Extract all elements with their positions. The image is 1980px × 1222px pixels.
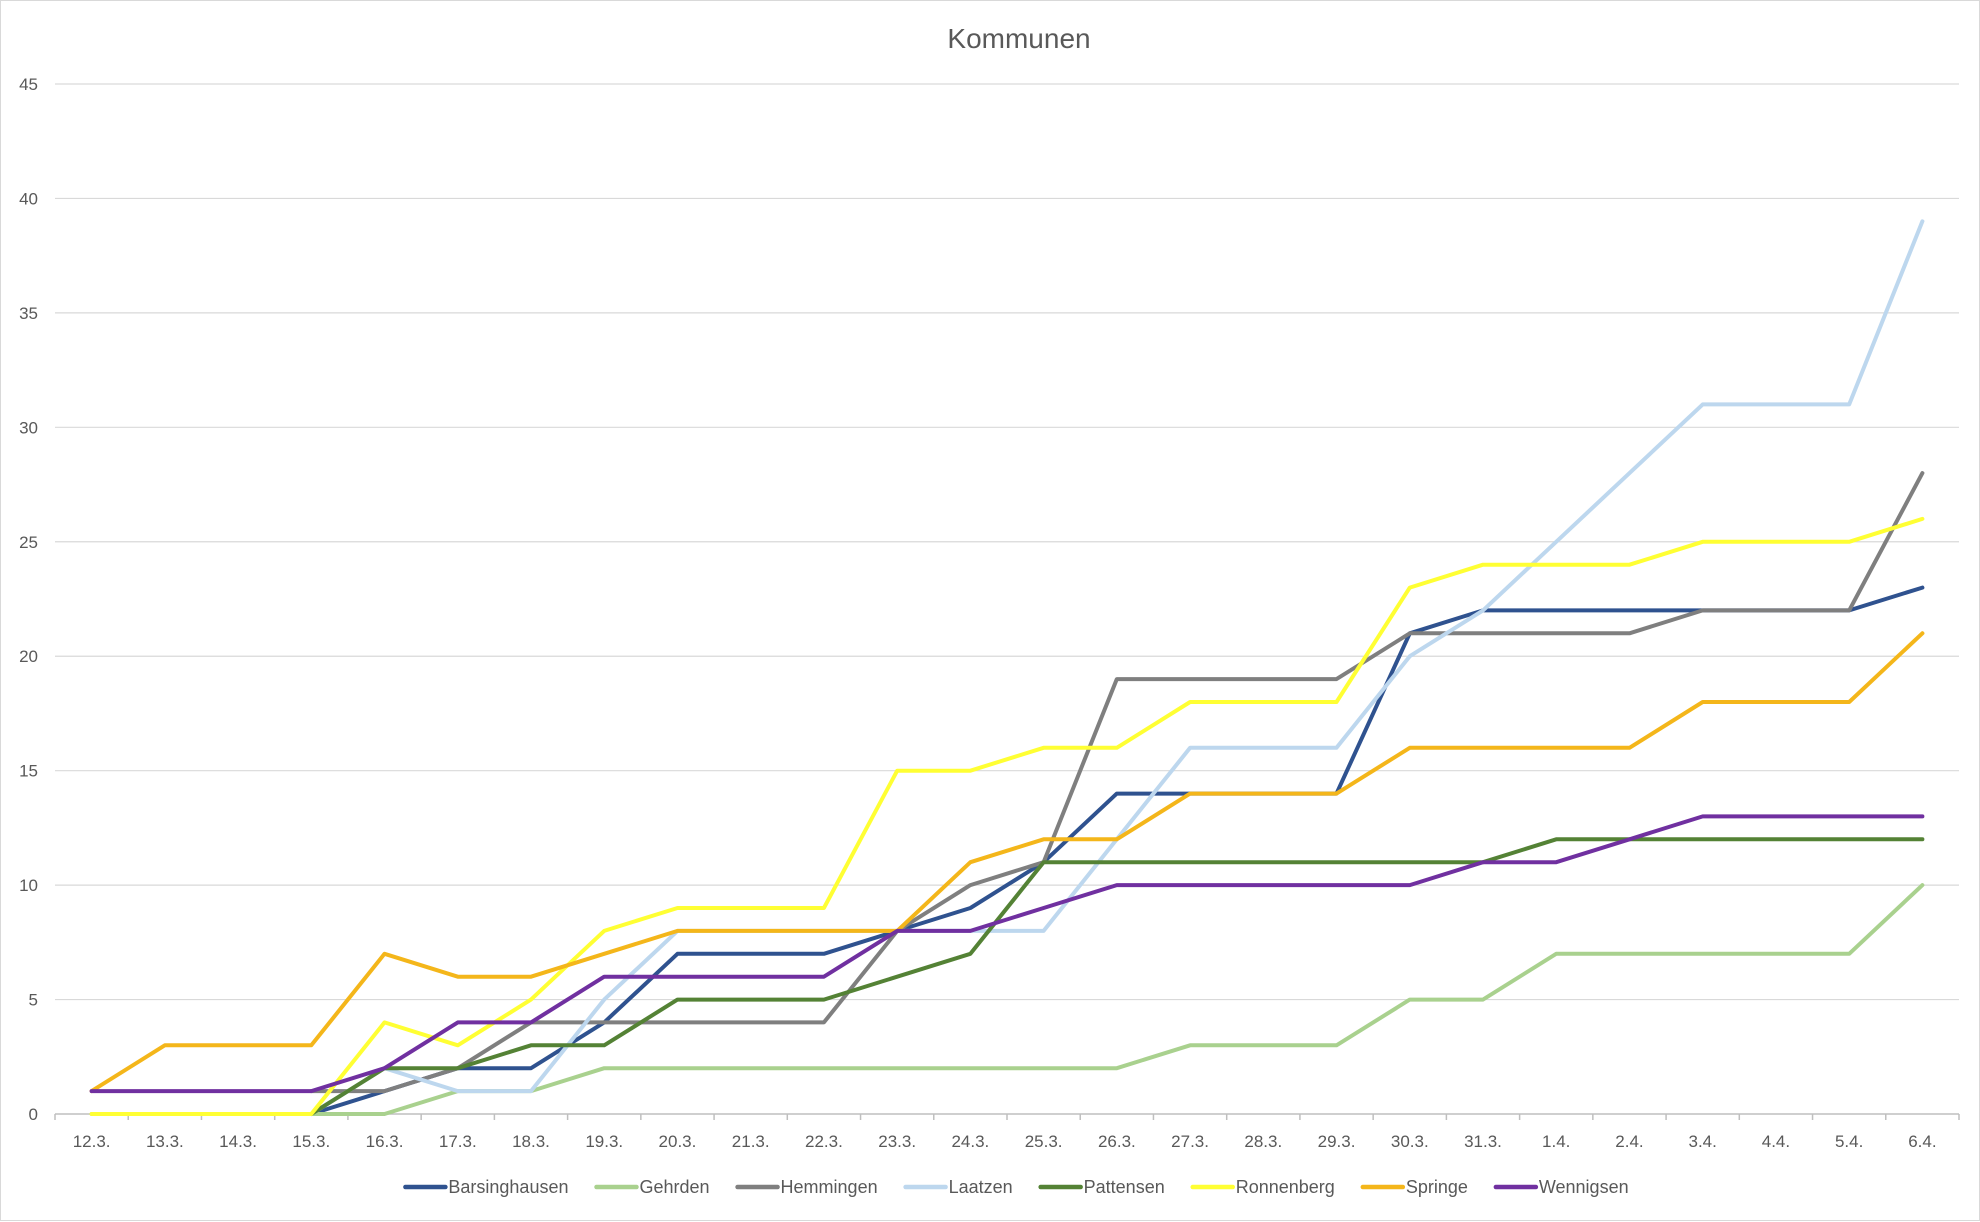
x-tick-label: 13.3.	[146, 1132, 184, 1151]
x-tick-label: 25.3.	[1025, 1132, 1063, 1151]
legend-label-wennigsen: Wennigsen	[1539, 1177, 1629, 1197]
series-line-barsinghausen	[309, 585, 1925, 1116]
gridlines	[55, 83, 1959, 1115]
x-tick-label: 14.3.	[219, 1132, 257, 1151]
legend-label-barsinghausen: Barsinghausen	[448, 1177, 568, 1197]
series-line-wennigsen	[89, 814, 1925, 1094]
x-tick-label: 19.3.	[585, 1132, 623, 1151]
y-axis-ticks: 0 5 10 15 20 25 30 35 40 45	[19, 75, 38, 1124]
chart-title: Kommunen	[947, 23, 1090, 54]
x-tick-label: 5.4.	[1835, 1132, 1863, 1151]
x-tick-label: 31.3.	[1464, 1132, 1502, 1151]
series-line-hemmingen	[309, 471, 1925, 1094]
x-tick-label: 29.3.	[1318, 1132, 1356, 1151]
x-tick-label: 18.3.	[512, 1132, 550, 1151]
series-line-ronnenberg	[89, 516, 1925, 1116]
legend-label-ronnenberg: Ronnenberg	[1236, 1177, 1335, 1197]
y-tick-label: 25	[19, 533, 38, 552]
legend-label-gehrden: Gehrden	[639, 1177, 709, 1197]
series-lines	[89, 219, 1925, 1116]
y-tick-label: 35	[19, 304, 38, 323]
x-tick-label: 27.3.	[1171, 1132, 1209, 1151]
x-axis-ticks: 12.3. 13.3. 14.3. 15.3. 16.3. 17.3. 18.3. 19.3.…	[54, 1114, 1960, 1151]
x-tick-label: 23.3.	[878, 1132, 916, 1151]
series-line-gehrden	[89, 883, 1925, 1116]
y-tick-label: 15	[19, 762, 38, 781]
x-tick-label: 22.3.	[805, 1132, 843, 1151]
x-tick-label: 15.3.	[292, 1132, 330, 1151]
x-tick-label: 12.3.	[73, 1132, 111, 1151]
x-tick-label: 2.4.	[1615, 1132, 1643, 1151]
x-tick-label: 30.3.	[1391, 1132, 1429, 1151]
x-tick-label: 20.3.	[659, 1132, 697, 1151]
y-tick-label: 5	[29, 991, 38, 1010]
y-tick-label: 10	[19, 876, 38, 895]
x-tick-label: 21.3.	[732, 1132, 770, 1151]
x-tick-label: 17.3.	[439, 1132, 477, 1151]
y-tick-label: 20	[19, 647, 38, 666]
legend-label-laatzen: Laatzen	[949, 1177, 1013, 1197]
y-tick-label: 45	[19, 75, 38, 94]
x-tick-label: 1.4.	[1542, 1132, 1570, 1151]
x-tick-label: 24.3.	[951, 1132, 989, 1151]
x-tick-label: 28.3.	[1244, 1132, 1282, 1151]
x-tick-label: 3.4.	[1689, 1132, 1717, 1151]
x-tick-label: 4.4.	[1762, 1132, 1790, 1151]
series-line-pattensen	[309, 837, 1925, 1116]
y-tick-label: 30	[19, 418, 38, 437]
x-tick-label: 16.3.	[366, 1132, 404, 1151]
x-tick-label: 6.4.	[1908, 1132, 1936, 1151]
legend-label-hemmingen: Hemmingen	[781, 1177, 878, 1197]
legend-label-springe: Springe	[1406, 1177, 1468, 1197]
x-tick-label: 26.3.	[1098, 1132, 1136, 1151]
y-tick-label: 40	[19, 189, 38, 208]
legend-label-pattensen: Pattensen	[1084, 1177, 1165, 1197]
series-line-springe	[89, 631, 1925, 1094]
legend: Barsinghausen Gehrden Hemmingen Laatzen Patt…	[403, 1177, 1629, 1197]
y-tick-label: 0	[29, 1105, 38, 1124]
